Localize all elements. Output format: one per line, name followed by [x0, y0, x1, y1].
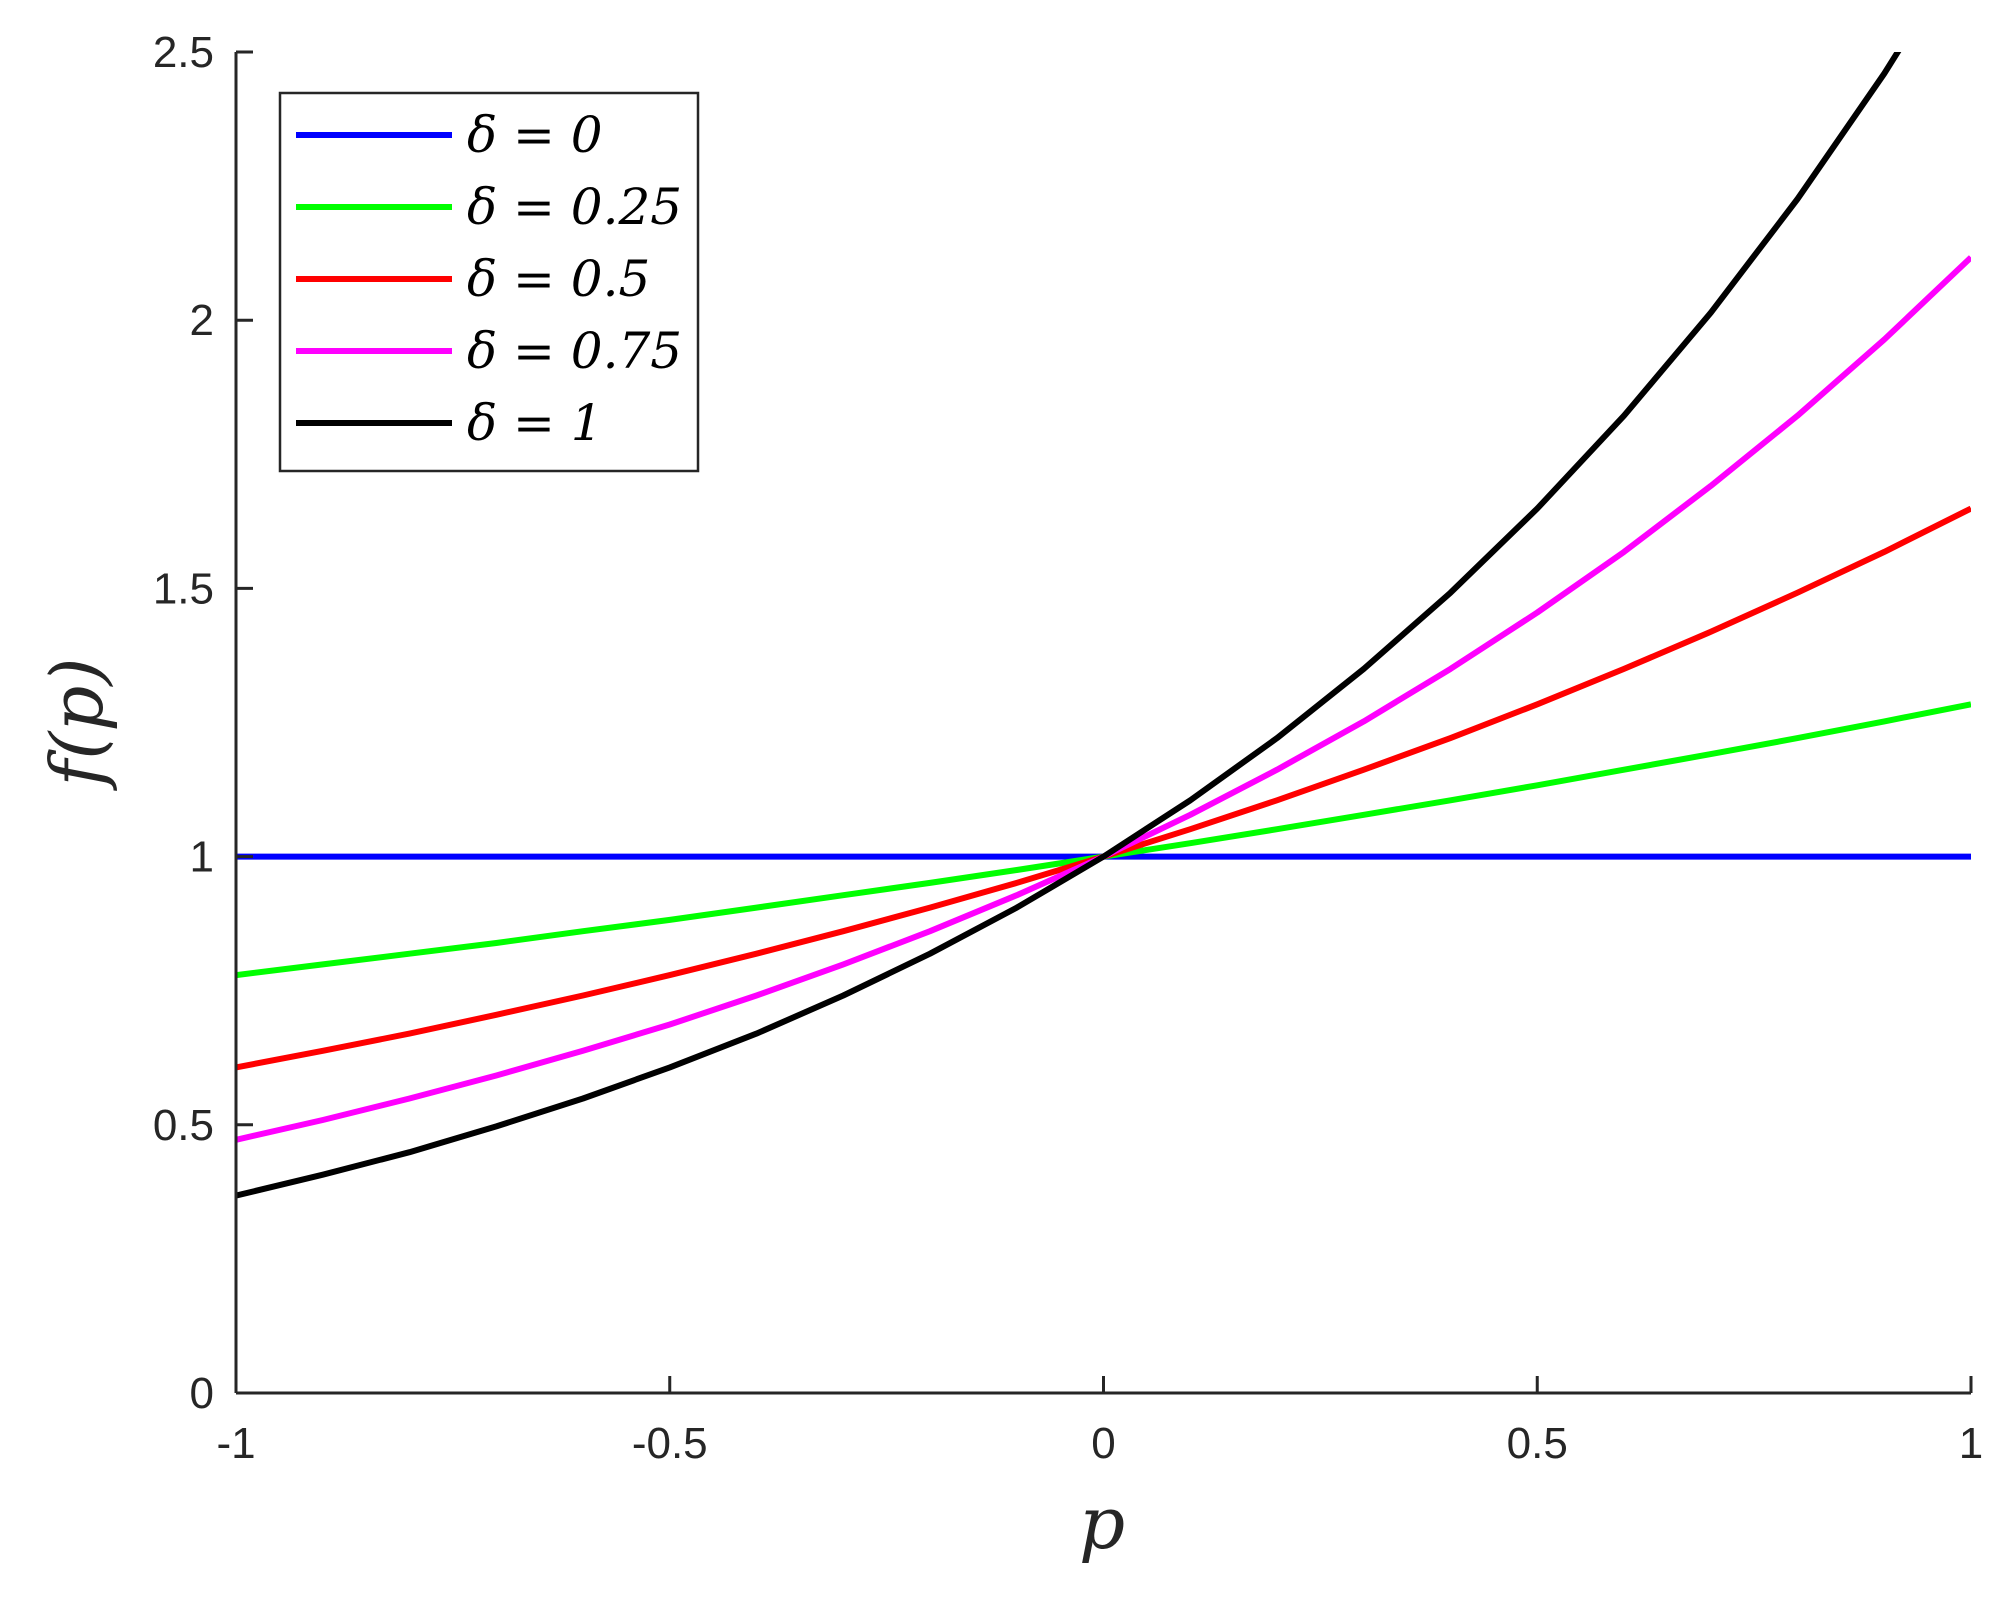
legend: δ = 0 δ = 0.25 δ = 0.5 δ = 0.75 δ = 1: [278, 91, 700, 473]
y-tick-label: 1.5: [153, 564, 214, 613]
legend-box: [278, 91, 700, 473]
series-line-4: [236, 52, 1902, 1199]
legend-entries: δ = 0 δ = 0.25 δ = 0.5 δ = 0.75 δ = 1: [296, 106, 682, 452]
legend-label: δ = 0.75: [467, 322, 682, 380]
y-tick-label: 0: [190, 1369, 214, 1418]
legend-entry-2: δ = 0.5: [296, 250, 650, 308]
y-tick-label: 2: [190, 296, 214, 345]
x-tick-label: -0.5: [632, 1419, 708, 1468]
x-tick-label: 0.5: [1507, 1419, 1568, 1468]
y-tick-label: 1: [190, 833, 214, 882]
legend-entry-3: δ = 0.75: [296, 322, 682, 380]
legend-label: δ = 0: [467, 106, 603, 164]
x-tick-label: 0: [1091, 1419, 1115, 1468]
series-layer: [236, 52, 1971, 1199]
x-tick-label: -1: [216, 1419, 255, 1468]
legend-entry-1: δ = 0.25: [296, 178, 682, 236]
legend-label: δ = 0.5: [467, 250, 650, 308]
x-axis-title: p: [1079, 1481, 1125, 1565]
y-axis-title: f(p): [35, 658, 119, 792]
series-line-1: [236, 701, 1971, 979]
y-tick-label: 0.5: [153, 1101, 214, 1150]
legend-label: δ = 1: [467, 394, 603, 452]
series-line-2: [236, 505, 1971, 1071]
x-tick-label: 1: [1959, 1419, 1983, 1468]
legend-entry-0: δ = 0: [296, 106, 603, 164]
y-ticks: 0 0.5 1 1.5 2 2.5: [153, 28, 253, 1418]
x-ticks: -1 -0.5 0 0.5 1: [216, 1376, 1983, 1468]
legend-entry-4: δ = 1: [296, 394, 603, 452]
legend-label: δ = 0.25: [467, 178, 682, 236]
y-tick-label: 2.5: [153, 28, 214, 77]
